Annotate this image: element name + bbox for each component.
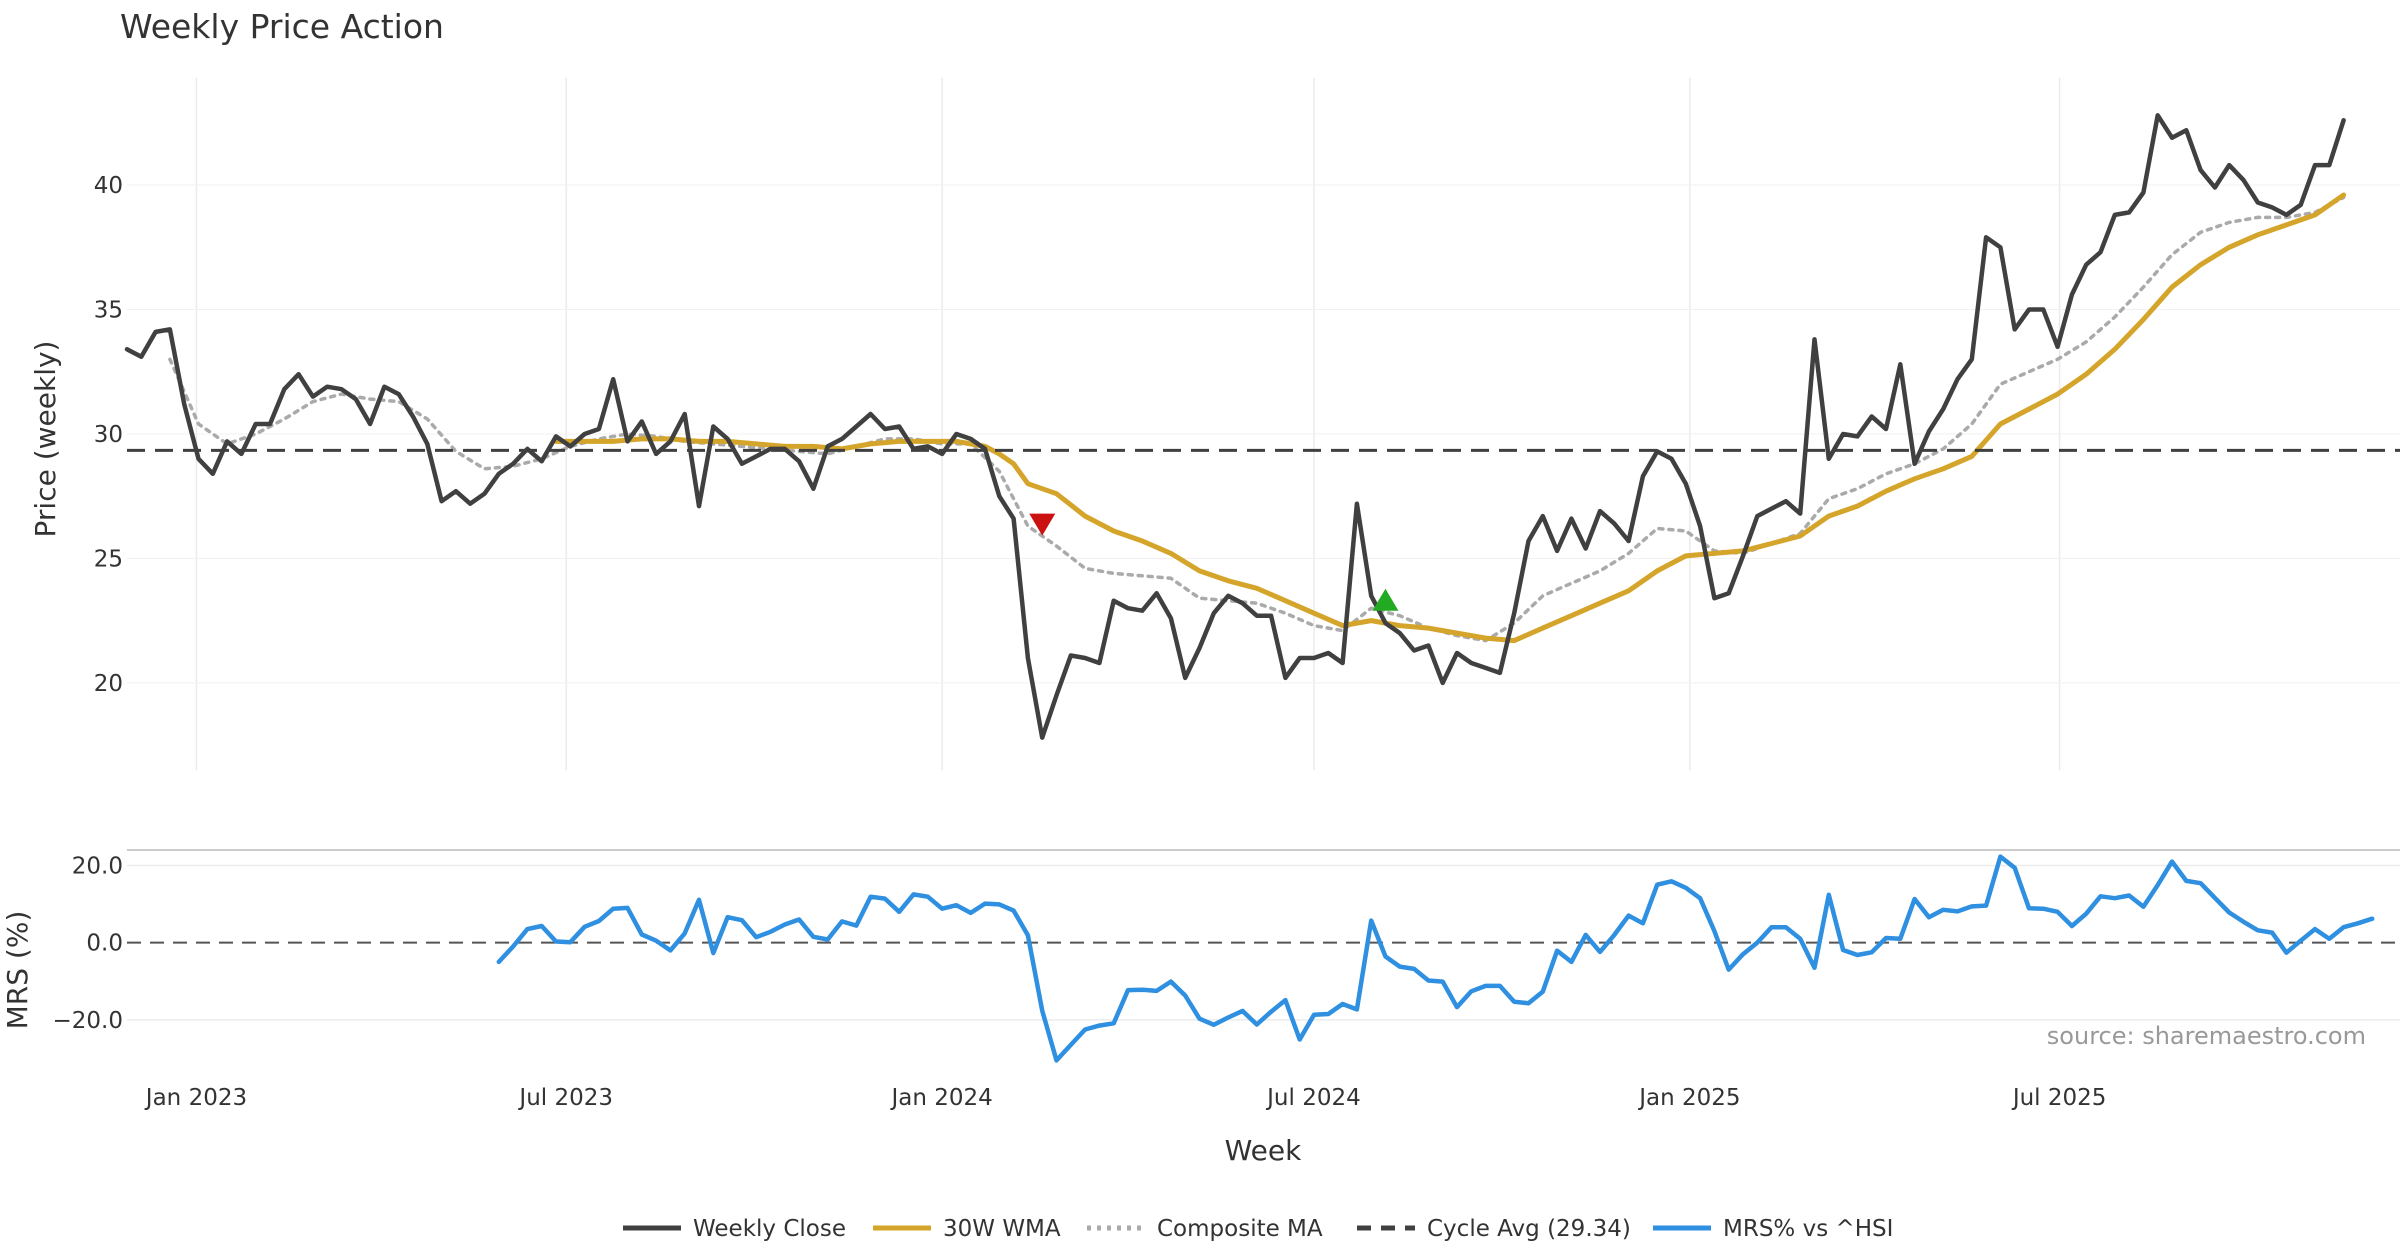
mrs-grid [127,849,2400,1021]
legend: Weekly Close 30W WMA Composite MA Cycle Avg… [623,1216,1893,1242]
x-axis-label: Week [1225,1134,1302,1167]
mrs-y-tick-label: −20.0 [53,1008,123,1034]
axis-labels: 20 25 30 35 40 −20.0 0.0 20.0 Jan 2023 Jul 2023 Ja… [1,173,2106,1167]
legend-label: MRS% vs ^HSI [1723,1216,1893,1242]
chart-title: Weekly Price Action [120,7,444,46]
legend-label: Weekly Close [693,1216,846,1242]
x-tick-label: Jul 2025 [2011,1085,2107,1111]
x-tick-label: Jan 2024 [889,1085,992,1111]
x-tick-label: Jul 2024 [1265,1085,1361,1111]
price-y-tick-label: 20 [94,671,123,697]
signal-markers [1029,513,1399,611]
price-y-tick-label: 30 [94,422,123,448]
mrs-series [496,854,2375,1063]
mrs-y-tick-label: 0.0 [86,931,123,957]
mrs-y-axis-label: MRS (%) [1,911,34,1030]
legend-label: Composite MA [1157,1216,1323,1242]
legend-label: Cycle Avg (29.34) [1427,1216,1631,1242]
sell-signal-marker [1029,513,1056,536]
price-y-tick-label: 25 [94,546,123,572]
mrs-y-tick-label: 20.0 [72,853,123,879]
x-tick-label: Jan 2025 [1637,1085,1740,1111]
mrs-line [496,854,2375,1063]
composite-ma-line [168,195,2346,643]
source-note: source: sharemaestro.com [2047,1022,2366,1050]
weekly-close-line [124,113,2346,740]
buy-signal-marker [1372,588,1399,611]
price-series [124,113,2400,740]
price-y-axis-label: Price (weekly) [29,341,62,538]
price-grid [127,78,2400,770]
x-tick-label: Jan 2023 [144,1085,247,1111]
price-y-tick-label: 40 [94,173,123,199]
wma-30w-line [553,192,2347,644]
price-y-tick-label: 35 [94,297,123,323]
legend-label: 30W WMA [943,1216,1061,1242]
x-tick-label: Jul 2023 [517,1085,613,1111]
